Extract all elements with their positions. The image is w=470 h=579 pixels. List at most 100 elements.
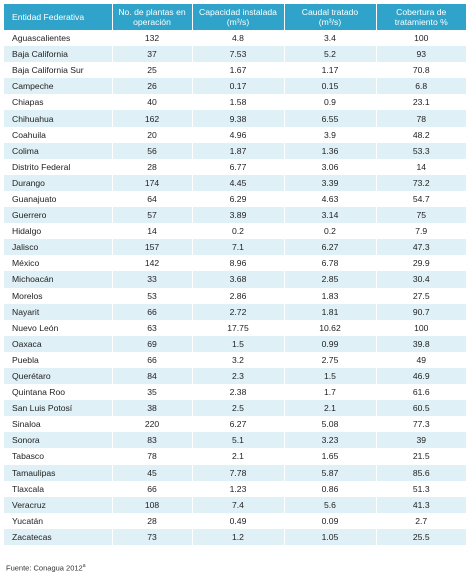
- cell-flow: 1.81: [284, 303, 377, 320]
- cell-plants: 220: [112, 416, 193, 433]
- source-note: Fuente: Conagua 2012a: [6, 563, 86, 573]
- cell-flow: 3.9: [284, 126, 377, 143]
- cell-coverage: 54.7: [376, 190, 466, 208]
- cell-entity: Guerrero: [4, 207, 113, 224]
- cell-coverage: 61.6: [376, 384, 466, 401]
- table-row: Tlaxcala 66 1.23 0.86 51.3: [4, 480, 466, 497]
- cell-plants: 64: [112, 190, 193, 208]
- cell-entity: Campeche: [4, 78, 113, 95]
- cell-coverage: 49: [376, 351, 466, 368]
- cell-capacity: 2.5: [192, 400, 285, 417]
- header-coverage: Cobertura de tratamiento %: [376, 4, 466, 30]
- cell-capacity: 2.3: [192, 367, 285, 385]
- cell-entity: Puebla: [4, 351, 113, 368]
- cell-capacity: 4.45: [192, 174, 285, 191]
- cell-flow: 5.6: [284, 496, 377, 513]
- cell-entity: Michoacán: [4, 271, 113, 288]
- cell-plants: 174: [112, 174, 193, 191]
- cell-capacity: 2.38: [192, 384, 285, 401]
- cell-plants: 83: [112, 432, 193, 449]
- cell-coverage: 73.2: [376, 174, 466, 191]
- cell-flow: 5.87: [284, 464, 377, 481]
- cell-plants: 25: [112, 62, 193, 79]
- cell-coverage: 46.9: [376, 367, 466, 385]
- cell-entity: Chiapas: [4, 94, 113, 111]
- cell-plants: 20: [112, 126, 193, 143]
- cell-flow: 1.17: [284, 62, 377, 79]
- cell-capacity: 8.96: [192, 255, 285, 272]
- header-capacity: Capacidad instalada (m³/s): [192, 4, 285, 30]
- header-coverage-line2: tratamiento %: [394, 17, 448, 27]
- cell-entity: Tlaxcala: [4, 480, 113, 497]
- table-row: Guerrero 57 3.89 3.14 75: [4, 207, 466, 224]
- cell-capacity: 1.5: [192, 335, 285, 352]
- cell-entity: Nuevo León: [4, 319, 113, 336]
- cell-capacity: 6.27: [192, 416, 285, 433]
- table-row: Coahuila 20 4.96 3.9 48.2: [4, 126, 466, 143]
- cell-flow: 6.27: [284, 239, 377, 256]
- cell-plants: 108: [112, 496, 193, 513]
- table-row: Colima 56 1.87 1.36 53.3: [4, 142, 466, 159]
- cell-plants: 142: [112, 255, 193, 272]
- cell-coverage: 48.2: [376, 126, 466, 143]
- table-row: Tamaulipas 45 7.78 5.87 85.6: [4, 464, 466, 481]
- cell-capacity: 1.2: [192, 528, 285, 545]
- cell-entity: Veracruz: [4, 496, 113, 513]
- cell-flow: 3.06: [284, 158, 377, 175]
- cell-coverage: 41.3: [376, 496, 466, 513]
- cell-plants: 33: [112, 271, 193, 288]
- cell-plants: 157: [112, 239, 193, 256]
- cell-plants: 162: [112, 110, 193, 127]
- cell-entity: Aguascalientes: [4, 30, 113, 47]
- table-row: San Luis Potosí 38 2.5 2.1 60.5: [4, 400, 466, 417]
- table-row: Tabasco 78 2.1 1.65 21.5: [4, 448, 466, 465]
- header-flow-unit: (m³/s): [318, 17, 342, 27]
- cell-coverage: 25.5: [376, 528, 466, 545]
- header-capacity-label: Capacidad instalada: [199, 7, 277, 17]
- cell-plants: 69: [112, 335, 193, 352]
- cell-entity: Hidalgo: [4, 223, 113, 240]
- table-row: Quintana Roo 35 2.38 1.7 61.6: [4, 384, 466, 401]
- cell-flow: 3.39: [284, 174, 377, 191]
- cell-entity: Jalisco: [4, 239, 113, 256]
- table-row: Chiapas 40 1.58 0.9 23.1: [4, 94, 466, 111]
- cell-capacity: 7.4: [192, 496, 285, 513]
- cell-plants: 132: [112, 30, 193, 47]
- cell-plants: 66: [112, 480, 193, 497]
- cell-entity: Quintana Roo: [4, 384, 113, 401]
- cell-entity: Sinaloa: [4, 416, 113, 433]
- cell-entity: Querétaro: [4, 367, 113, 385]
- cell-capacity: 17.75: [192, 319, 285, 336]
- cell-entity: Coahuila: [4, 126, 113, 143]
- table-row: Sinaloa 220 6.27 5.08 77.3: [4, 416, 466, 433]
- cell-entity: Tabasco: [4, 448, 113, 465]
- cell-entity: Sonora: [4, 432, 113, 449]
- cell-flow: 3.23: [284, 432, 377, 449]
- cell-capacity: 6.29: [192, 190, 285, 208]
- cell-plants: 26: [112, 78, 193, 95]
- table-row: Zacatecas 73 1.2 1.05 25.5: [4, 528, 466, 545]
- table-row: Michoacán 33 3.68 2.85 30.4: [4, 271, 466, 288]
- table-row: Nuevo León 63 17.75 10.62 100: [4, 319, 466, 336]
- cell-capacity: 6.77: [192, 158, 285, 175]
- cell-flow: 0.86: [284, 480, 377, 497]
- cell-capacity: 1.87: [192, 142, 285, 159]
- table-row: Morelos 53 2.86 1.83 27.5: [4, 287, 466, 304]
- table-row: Yucatán 28 0.49 0.09 2.7: [4, 512, 466, 529]
- header-flow: Caudal tratado (m³/s): [284, 4, 377, 30]
- header-coverage-line1: Cobertura de: [396, 7, 447, 17]
- cell-coverage: 85.6: [376, 464, 466, 481]
- table-row: Guanajuato 64 6.29 4.63 54.7: [4, 190, 466, 208]
- cell-capacity: 1.58: [192, 94, 285, 111]
- table-row: Baja California Sur 25 1.67 1.17 70.8: [4, 62, 466, 79]
- cell-flow: 3.14: [284, 207, 377, 224]
- header-entity: Entidad Federativa: [4, 4, 113, 30]
- cell-flow: 0.9: [284, 94, 377, 111]
- cell-entity: Chihuahua: [4, 110, 113, 127]
- cell-capacity: 7.1: [192, 239, 285, 256]
- cell-coverage: 6.8: [376, 78, 466, 95]
- cell-plants: 66: [112, 303, 193, 320]
- cell-coverage: 47.3: [376, 239, 466, 256]
- cell-capacity: 0.49: [192, 512, 285, 529]
